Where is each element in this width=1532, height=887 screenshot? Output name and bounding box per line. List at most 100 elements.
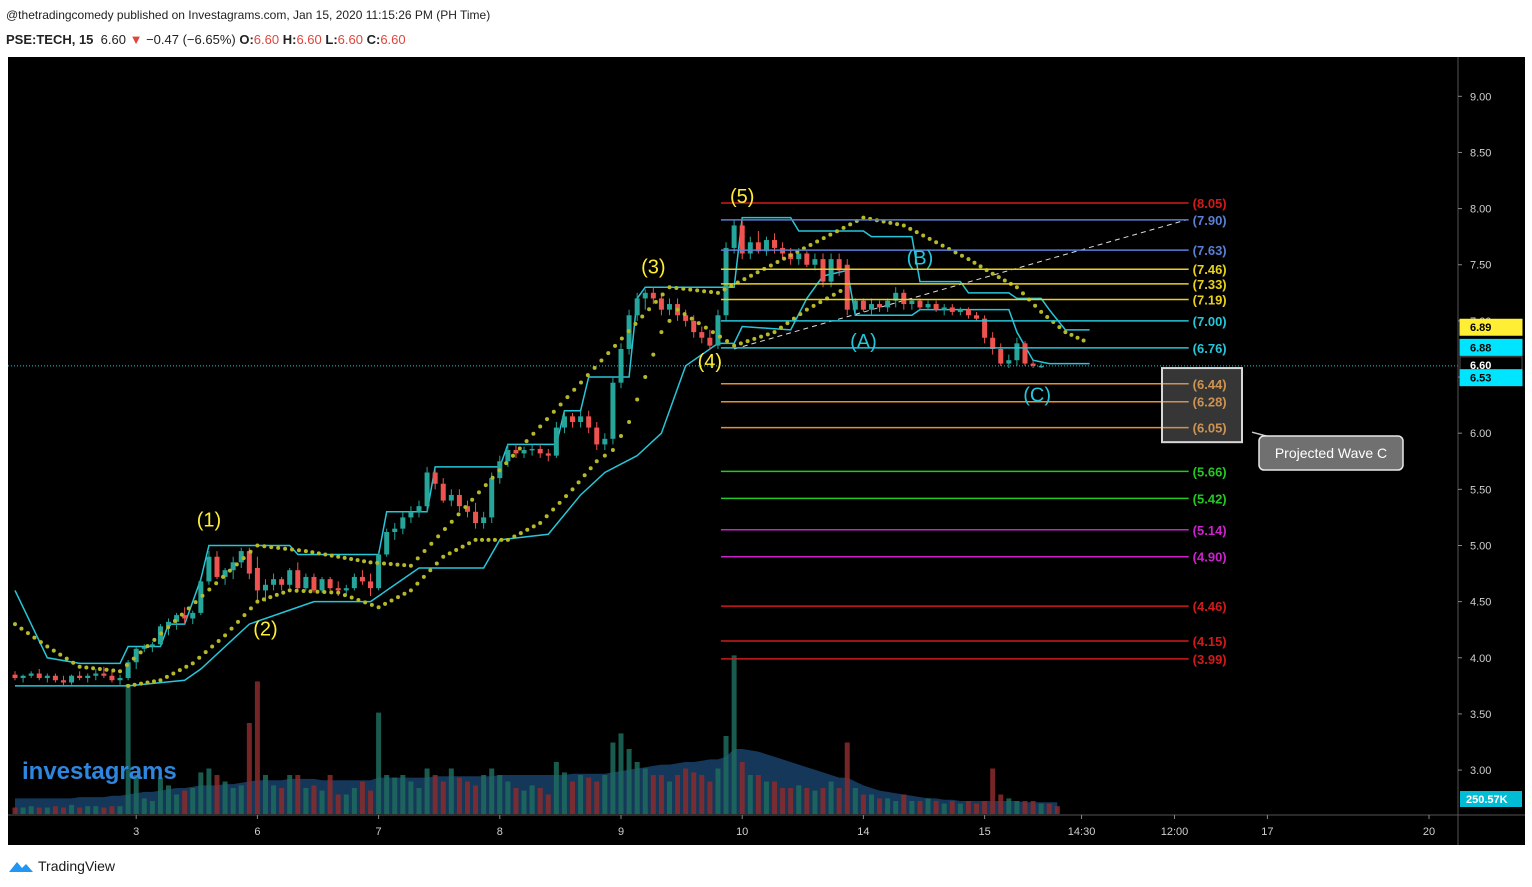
candle-body: [174, 615, 180, 622]
price-tag-label: 6.88: [1470, 342, 1491, 354]
volume-bar: [287, 775, 293, 814]
fib-level-label: (6.44): [1193, 377, 1227, 392]
wave-label: (A): [850, 331, 877, 353]
sar-dot: [227, 568, 232, 573]
candle-body: [755, 242, 761, 252]
wave-label: (3): [641, 257, 665, 279]
volume-bar: [311, 785, 317, 814]
volume-bar: [343, 794, 349, 814]
sar-dot: [323, 552, 328, 557]
volume-bar: [456, 777, 462, 814]
sar-dot: [296, 548, 301, 553]
candle-body: [949, 307, 955, 312]
volume-bar: [529, 785, 535, 814]
volume-bar: [844, 742, 850, 814]
sar-dot: [572, 387, 577, 392]
wave-label: (B): [907, 248, 934, 270]
sar-dot: [675, 307, 680, 312]
volume-bar: [327, 775, 333, 814]
fib-level-label: (4.15): [1193, 634, 1227, 649]
sar-dot: [467, 541, 472, 546]
sar-dot: [838, 288, 843, 293]
candle-body: [844, 264, 850, 310]
sar-dot: [759, 334, 764, 339]
sar-dot: [77, 664, 82, 669]
sar-dot: [517, 446, 522, 451]
candle-body: [990, 337, 996, 349]
sar-dot: [525, 527, 530, 532]
sar-dot: [210, 644, 215, 649]
sar-dot: [765, 332, 770, 337]
fib-level-label: (4.46): [1193, 599, 1227, 614]
volume-bar: [230, 788, 236, 814]
sar-dot: [717, 334, 722, 339]
volume-bar: [715, 768, 721, 814]
sar-dot: [497, 468, 502, 473]
volume-bar: [731, 655, 737, 814]
sar-dot: [1063, 330, 1068, 335]
candle-body: [933, 304, 939, 310]
sar-dot: [715, 290, 720, 295]
volume-bar: [1022, 801, 1028, 814]
volume-bar: [376, 712, 382, 814]
sar-dot: [248, 606, 253, 611]
candle-body: [739, 225, 745, 254]
price-chart[interactable]: investagrams (8.05)(7.90)(7.63)(7.46)(7.…: [8, 57, 1525, 845]
volume-bar: [868, 794, 874, 814]
candle-body: [917, 300, 923, 308]
volume-bar: [933, 801, 939, 814]
callout-box[interactable]: [1258, 435, 1404, 471]
candle-body: [271, 579, 277, 585]
sar-dot: [619, 336, 624, 341]
sar-dot: [428, 568, 433, 573]
chart-area[interactable]: investagrams (8.05) (7.90) (7.63) (7.46) (7.…: [8, 57, 1525, 845]
candle-body: [109, 675, 115, 681]
volume-bar: [101, 807, 107, 814]
volume-bar: [416, 788, 422, 814]
sar-dot: [1033, 303, 1038, 308]
symbol-name: PSE:TECH, 15: [6, 32, 94, 47]
candle-body: [351, 576, 357, 589]
candle-body: [683, 315, 689, 321]
sar-dot: [1039, 309, 1044, 314]
time-tick-label: 17: [1261, 826, 1273, 838]
sar-dot: [606, 351, 611, 356]
time-tick-label: 6: [254, 826, 260, 838]
sar-dot: [124, 662, 129, 667]
candle-body: [820, 259, 826, 282]
volume-bar: [109, 806, 115, 814]
sar-dot: [689, 316, 694, 321]
volume-bar: [174, 794, 180, 814]
tradingview-footer[interactable]: TradingView: [8, 858, 115, 874]
volume-bar: [610, 742, 616, 814]
volume-bar: [594, 781, 600, 814]
sar-dot: [725, 339, 730, 344]
candle-body: [489, 478, 495, 518]
volume-bar: [691, 772, 697, 814]
sar-dot: [801, 246, 806, 251]
volume-bar: [246, 723, 252, 814]
sar-dot: [19, 626, 24, 631]
sar-dot: [544, 514, 549, 519]
volume-bar: [909, 801, 915, 814]
sar-dot: [242, 613, 247, 618]
sar-dot: [490, 475, 495, 480]
projection-box[interactable]: [1161, 367, 1243, 444]
last-price: 6.60: [100, 32, 126, 47]
upper-band-line: [14, 216, 1090, 665]
sar-dot: [301, 589, 306, 594]
sar-dot: [592, 365, 597, 370]
sar-dot: [610, 448, 615, 453]
sar-dot: [454, 547, 459, 552]
sar-dot: [261, 597, 266, 602]
volume-bar: [295, 775, 301, 814]
candle-body: [610, 382, 616, 439]
sar-dot: [470, 497, 475, 502]
volume-bar: [666, 781, 672, 814]
candle-body: [117, 677, 123, 681]
sar-dot: [111, 668, 116, 673]
sar-dot: [538, 521, 543, 526]
sar-dot: [456, 512, 461, 517]
low-value: 6.60: [337, 32, 363, 47]
volume-bar: [157, 777, 163, 814]
